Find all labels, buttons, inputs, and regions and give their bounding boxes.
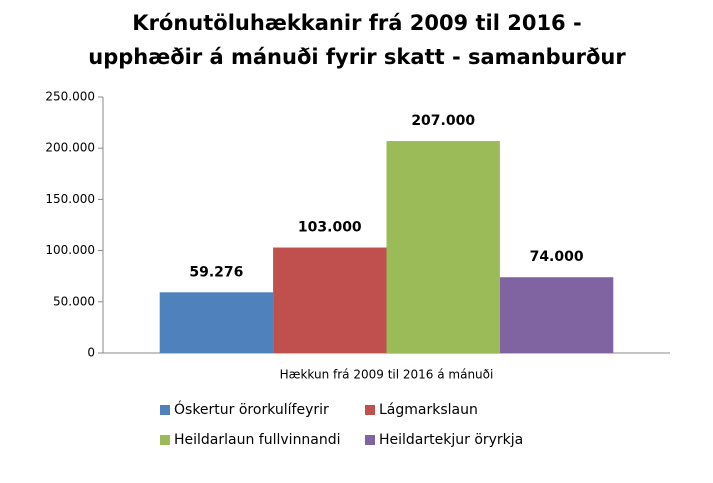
legend-swatch [160,435,170,445]
x-tick-label: Hækkun frá 2009 til 2016 á mánuði [280,368,494,382]
legend-label: Heildartekjur öryrkja [379,432,523,448]
legend-label: Lágmarkslaun [379,402,478,418]
legend-swatch [365,435,375,445]
data-label: 103.000 [298,220,362,236]
legend-label: Heildarlaun fullvinnandi [174,432,341,448]
data-label: 207.000 [411,113,475,129]
data-label: 74.000 [530,249,584,265]
bar [499,277,614,353]
y-tick-label: 0 [87,346,95,360]
legend-swatch [365,405,375,415]
chart-title: upphæðir á mánuði fyrir skatt - samanbur… [88,45,626,69]
y-tick-label: 100.000 [45,243,95,257]
legend-swatch [160,405,170,415]
y-tick-label: 250.000 [45,90,95,104]
legend-label: Óskertur örorkulífeyrir [174,400,329,418]
y-tick-label: 200.000 [45,141,95,155]
bar [159,292,274,353]
y-tick-label: 150.000 [45,192,95,206]
bar [273,247,387,353]
bar [386,141,500,353]
chart-title: Krónutöluhækkanir frá 2009 til 2016 - [132,11,581,35]
data-label: 59.276 [189,264,243,280]
y-tick-label: 50.000 [53,294,95,308]
